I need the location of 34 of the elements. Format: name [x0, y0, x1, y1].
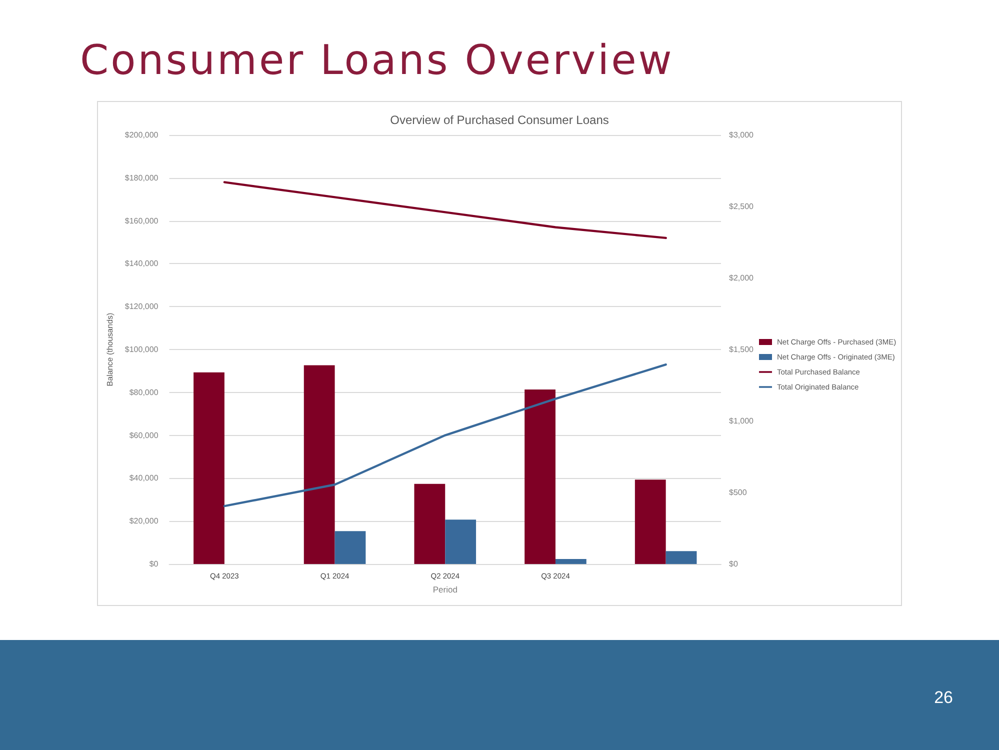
y-tick-label: $60,000	[129, 430, 159, 440]
bar	[555, 558, 586, 564]
bar	[194, 372, 224, 564]
bar	[524, 390, 556, 564]
bar	[634, 480, 666, 564]
y-tick-label: $40,000	[129, 474, 159, 483]
bar	[304, 365, 335, 564]
bar	[334, 531, 366, 564]
y-tick-label: $160,000	[124, 216, 159, 226]
y2-tick-label: $1,000	[729, 416, 754, 426]
y-tick-label: $20,000	[129, 516, 159, 526]
chart-subtitle: Overview of Purchased Consumer Loans	[390, 113, 609, 127]
bar	[666, 551, 697, 564]
y-tick-label: $140,000	[124, 259, 159, 268]
line-series	[223, 181, 667, 240]
chart-title: Consumer Loans Overview	[80, 35, 674, 86]
x-axis-title: Period	[432, 584, 458, 594]
y-tick-label: $200,000	[124, 130, 159, 140]
y2-tick-label: $2,000	[729, 274, 754, 282]
y-tick-label: $120,000	[124, 302, 159, 312]
y-tick-label: $180,000	[124, 173, 159, 182]
y2-tick-label: $1,500	[729, 345, 754, 354]
bar	[414, 484, 446, 564]
y2-tick-label: $2,500	[729, 202, 754, 211]
y-tick-label: $80,000	[129, 388, 159, 397]
y-tick-label: $0	[149, 560, 159, 568]
bar	[445, 520, 476, 564]
y2-tick-label: $0	[729, 560, 738, 568]
y2-tick-label: $3,000	[729, 130, 754, 140]
y-tick-label: $100,000	[124, 345, 159, 354]
y2-tick-label: $500	[729, 488, 748, 497]
line-series	[223, 363, 667, 508]
y-axis-title: Balance (thousands)	[106, 312, 114, 386]
text: 26	[934, 688, 953, 708]
